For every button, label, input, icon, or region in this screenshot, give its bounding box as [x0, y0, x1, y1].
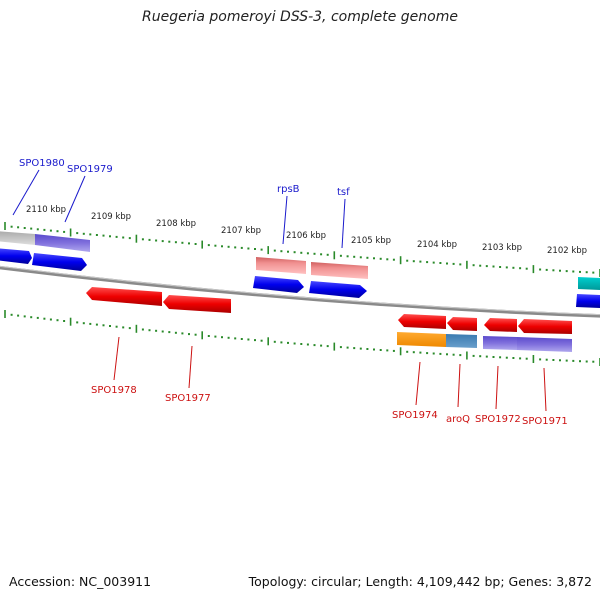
- scale-label: 2110 kbp: [26, 205, 66, 215]
- cog-block[interactable]: [517, 337, 572, 352]
- gene-arrow-reverse[interactable]: [163, 295, 231, 313]
- gene-leader-line: [543, 367, 547, 412]
- cog-block[interactable]: [256, 257, 306, 274]
- gene-arrow-reverse[interactable]: [518, 319, 572, 334]
- gene-arrow-forward[interactable]: [253, 276, 304, 293]
- scale-label: 2102 kbp: [547, 246, 587, 256]
- scale-label: 2104 kbp: [417, 240, 457, 250]
- gene-label[interactable]: tsf: [337, 187, 350, 198]
- scale-label: 2107 kbp: [221, 226, 261, 236]
- gene-leader-line: [188, 345, 193, 389]
- accession-text: Accession: NC_003911: [9, 574, 152, 589]
- gene-label[interactable]: SPO1971: [522, 416, 568, 427]
- forward-scale-ticks: [4, 222, 600, 277]
- gene-arrow-forward[interactable]: [0, 248, 32, 264]
- gene-label[interactable]: SPO1972: [475, 414, 521, 425]
- gene-arrow-forward[interactable]: [32, 253, 87, 271]
- map-title: Ruegeria pomeroyi DSS-3, complete genome: [142, 9, 458, 25]
- gene-label[interactable]: SPO1978: [91, 385, 137, 396]
- scale-label: 2108 kbp: [156, 219, 196, 229]
- cog-block[interactable]: [397, 332, 446, 347]
- cog-block[interactable]: [446, 334, 477, 348]
- gene-label[interactable]: SPO1979: [67, 164, 113, 175]
- gene-arrow-reverse[interactable]: [484, 318, 517, 332]
- gene-label[interactable]: rpsB: [277, 184, 300, 195]
- gene-label[interactable]: aroQ: [446, 414, 470, 425]
- gene-leader-line: [457, 363, 461, 408]
- scale-label: 2109 kbp: [91, 212, 131, 222]
- scale-label: 2105 kbp: [351, 236, 391, 246]
- gene-leader-line: [415, 361, 421, 406]
- backbone-track: [0, 265, 600, 318]
- cog-block[interactable]: [483, 336, 517, 350]
- reverse-scale-ticks: [4, 310, 600, 366]
- gene-leader-line: [113, 336, 120, 381]
- gene-label[interactable]: SPO1980: [19, 158, 65, 169]
- scale-label: 2103 kbp: [482, 243, 522, 253]
- cog-block[interactable]: [311, 262, 368, 279]
- gene-leader-line: [341, 198, 346, 249]
- gene-leader-line: [495, 365, 499, 410]
- gene-leader-line: [64, 175, 86, 223]
- scale-label: 2106 kbp: [286, 231, 326, 241]
- gene-arrow-forward[interactable]: [576, 294, 600, 308]
- gene-arrow-reverse[interactable]: [86, 287, 162, 306]
- gene-arrow-reverse[interactable]: [447, 317, 477, 331]
- cog-block[interactable]: [35, 234, 90, 252]
- gene-arrow-reverse[interactable]: [398, 314, 446, 329]
- topology-text: Topology: circular; Length: 4,109,442 bp…: [248, 574, 592, 589]
- gene-arrow-forward[interactable]: [309, 281, 367, 298]
- cog-block[interactable]: [578, 277, 600, 290]
- gene-label[interactable]: SPO1974: [392, 410, 438, 421]
- gene-leader-line: [12, 169, 40, 216]
- gene-label[interactable]: SPO1977: [165, 393, 211, 404]
- gene-leader-line: [282, 195, 288, 245]
- cog-block[interactable]: [0, 231, 35, 245]
